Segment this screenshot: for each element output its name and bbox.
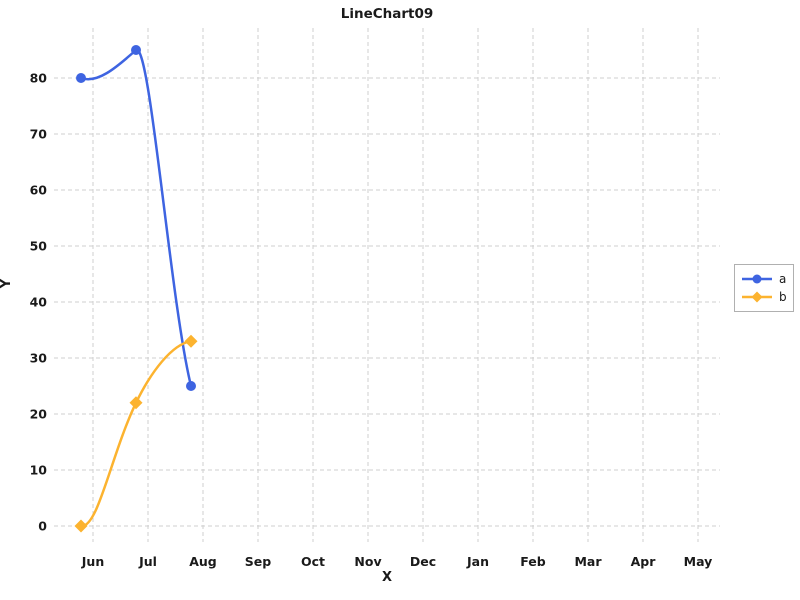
series-a-marker <box>131 45 141 55</box>
legend-marker-a-icon <box>742 274 772 284</box>
x-tick-label: Jul <box>138 554 157 569</box>
series-a-line <box>79 48 193 388</box>
y-tick-label: 60 <box>30 183 48 198</box>
x-axis-label: X <box>381 570 393 585</box>
series-b-marker <box>74 519 88 533</box>
legend: a b <box>734 264 794 312</box>
x-tick-label: Dec <box>410 554 436 569</box>
legend-marker-b-icon <box>742 291 772 303</box>
x-tick-label: Mar <box>574 554 602 569</box>
x-tick-label: Apr <box>631 554 657 569</box>
y-tick-label: 80 <box>30 71 48 86</box>
y-tick-label: 30 <box>30 351 48 366</box>
x-tick-label: Nov <box>354 554 381 569</box>
y-tick-label: 20 <box>30 407 48 422</box>
series-b-marker <box>184 334 198 348</box>
x-tick-label: Oct <box>301 554 325 569</box>
legend-item-a: a <box>735 272 793 286</box>
series-b-marker <box>129 396 143 410</box>
series-a-marker <box>76 73 86 83</box>
legend-label-a: a <box>779 271 787 286</box>
y-tick-label: 0 <box>38 519 47 534</box>
y-axis-label: Y <box>0 278 15 289</box>
y-tick-label: 70 <box>30 127 48 142</box>
chart-title: LineChart09 <box>340 6 434 22</box>
y-tick-label: 10 <box>30 463 48 478</box>
series-b-line <box>79 339 193 528</box>
y-tick-label: 40 <box>30 295 48 310</box>
x-tick-label: Jun <box>81 554 104 569</box>
legend-item-b: b <box>735 290 793 304</box>
series-a-marker <box>186 381 196 391</box>
legend-label-b: b <box>779 290 787 305</box>
y-tick-label: 50 <box>30 239 48 254</box>
x-tick-label: Sep <box>245 554 271 569</box>
x-tick-label: Aug <box>189 554 217 569</box>
x-tick-label: May <box>684 554 713 569</box>
x-tick-label: Feb <box>520 554 546 569</box>
x-tick-label: Jan <box>466 554 489 569</box>
